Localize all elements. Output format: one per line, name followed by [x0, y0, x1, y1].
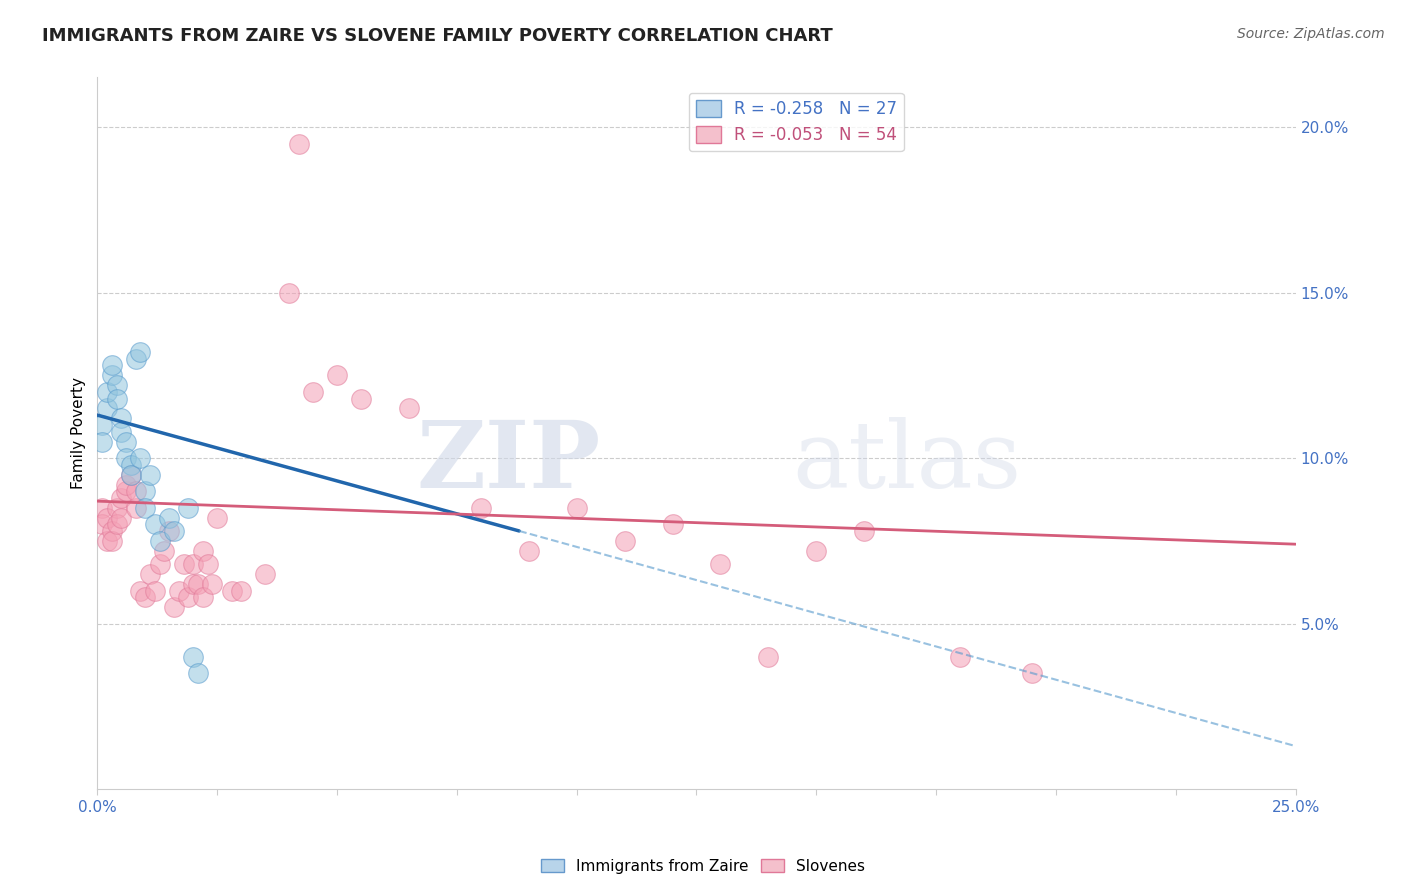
- Point: [105, 517, 128, 532]
- Point: [163, 524, 186, 538]
- Point: [129, 345, 152, 359]
- Point: [181, 577, 204, 591]
- Point: [110, 510, 132, 524]
- Point: [177, 500, 200, 515]
- Point: [100, 533, 122, 548]
- Point: [278, 285, 301, 300]
- Point: [129, 583, 152, 598]
- Point: [326, 368, 349, 383]
- Text: IMMIGRANTS FROM ZAIRE VS SLOVENE FAMILY POVERTY CORRELATION CHART: IMMIGRANTS FROM ZAIRE VS SLOVENE FAMILY …: [42, 27, 832, 45]
- Point: [398, 401, 420, 416]
- Point: [115, 484, 138, 499]
- Point: [115, 451, 138, 466]
- Point: [756, 649, 779, 664]
- Point: [613, 533, 636, 548]
- Point: [163, 600, 186, 615]
- Legend: Immigrants from Zaire, Slovenes: Immigrants from Zaire, Slovenes: [534, 853, 872, 880]
- Point: [191, 590, 214, 604]
- Point: [187, 666, 209, 681]
- Point: [661, 517, 683, 532]
- Point: [110, 425, 132, 439]
- Point: [105, 378, 128, 392]
- Text: ZIP: ZIP: [416, 417, 600, 507]
- Point: [96, 533, 118, 548]
- Point: [100, 524, 122, 538]
- Point: [134, 590, 156, 604]
- Point: [197, 557, 219, 571]
- Point: [120, 467, 142, 482]
- Point: [139, 467, 162, 482]
- Point: [96, 401, 118, 416]
- Point: [134, 500, 156, 515]
- Point: [134, 484, 156, 499]
- Legend: R = -0.258   N = 27, R = -0.053   N = 54: R = -0.258 N = 27, R = -0.053 N = 54: [689, 93, 904, 151]
- Point: [91, 517, 114, 532]
- Point: [302, 384, 325, 399]
- Point: [143, 517, 166, 532]
- Text: atlas: atlas: [793, 417, 1022, 507]
- Text: Source: ZipAtlas.com: Source: ZipAtlas.com: [1237, 27, 1385, 41]
- Point: [181, 649, 204, 664]
- Point: [231, 583, 253, 598]
- Point: [105, 500, 128, 515]
- Point: [517, 543, 540, 558]
- Point: [110, 411, 132, 425]
- Point: [143, 583, 166, 598]
- Point: [191, 543, 214, 558]
- Point: [125, 500, 148, 515]
- Point: [100, 359, 122, 373]
- Point: [120, 467, 142, 482]
- Point: [181, 557, 204, 571]
- Point: [709, 557, 731, 571]
- Point: [187, 577, 209, 591]
- Point: [139, 566, 162, 581]
- Point: [157, 510, 180, 524]
- Point: [100, 368, 122, 383]
- Point: [149, 533, 172, 548]
- Point: [91, 434, 114, 449]
- Point: [129, 451, 152, 466]
- Point: [96, 384, 118, 399]
- Point: [105, 392, 128, 406]
- Point: [806, 543, 828, 558]
- Point: [949, 649, 972, 664]
- Point: [125, 351, 148, 366]
- Point: [470, 500, 492, 515]
- Point: [110, 491, 132, 505]
- Point: [254, 566, 277, 581]
- Point: [177, 590, 200, 604]
- Point: [350, 392, 373, 406]
- Point: [205, 510, 228, 524]
- Point: [287, 136, 309, 151]
- Point: [125, 484, 148, 499]
- Y-axis label: Family Poverty: Family Poverty: [72, 377, 86, 490]
- Point: [149, 557, 172, 571]
- Point: [91, 417, 114, 432]
- Point: [167, 583, 190, 598]
- Point: [565, 500, 588, 515]
- Point: [96, 510, 118, 524]
- Point: [120, 458, 142, 472]
- Point: [115, 434, 138, 449]
- Point: [201, 577, 224, 591]
- Point: [91, 500, 114, 515]
- Point: [221, 583, 243, 598]
- Point: [153, 543, 176, 558]
- Point: [115, 477, 138, 491]
- Point: [853, 524, 876, 538]
- Point: [173, 557, 195, 571]
- Point: [1021, 666, 1043, 681]
- Point: [157, 524, 180, 538]
